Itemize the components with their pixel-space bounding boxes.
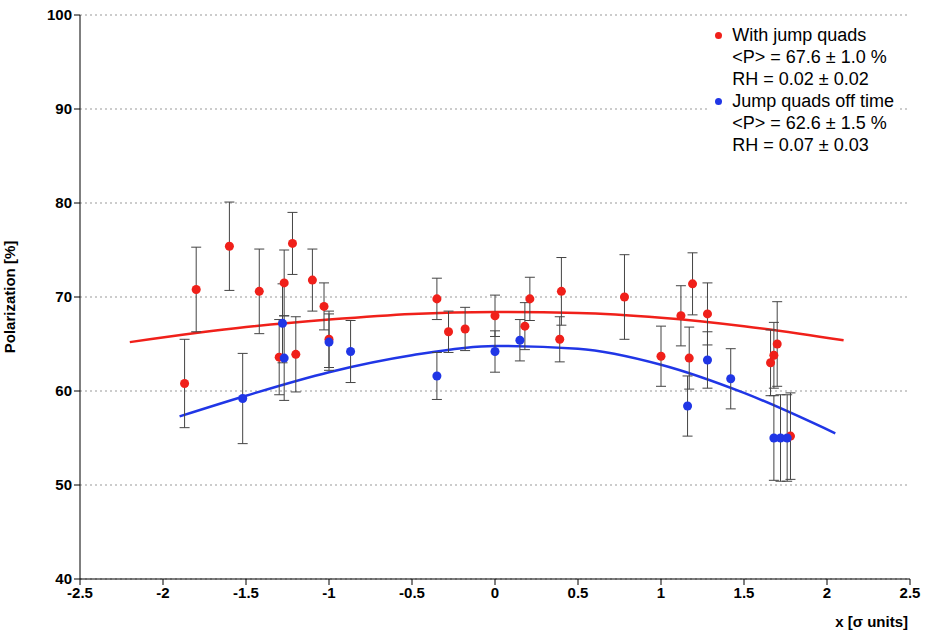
html-text:<P> = 67.6 ± 1.0 %: <P> = 67.6 ± 1.0 % [732, 47, 887, 67]
svg-text:90: 90 [55, 100, 72, 117]
svg-text:1: 1 [657, 584, 665, 601]
svg-text:1.5: 1.5 [734, 584, 755, 601]
svg-text:2: 2 [823, 584, 831, 601]
html-text:Jump quads off time: Jump quads off time [732, 91, 894, 111]
svg-text:-1: -1 [322, 584, 335, 601]
svg-text:-0.5: -0.5 [399, 584, 425, 601]
html-text:<P> = 62.6 ± 1.5 %: <P> = 62.6 ± 1.5 % [732, 113, 887, 133]
svg-text:-2: -2 [156, 584, 169, 601]
svg-text:0.5: 0.5 [568, 584, 589, 601]
svg-text:2.5: 2.5 [900, 584, 921, 601]
svg-text:80: 80 [55, 194, 72, 211]
svg-text:-1.5: -1.5 [233, 584, 259, 601]
svg-text:0: 0 [491, 584, 499, 601]
svg-text:-2.5: -2.5 [67, 583, 93, 601]
svg-text:100: 100 [47, 6, 72, 23]
svg-text:60: 60 [55, 382, 72, 399]
svg-text:Polarization [%]: Polarization [%] [1, 241, 18, 354]
svg-text:40: 40 [55, 570, 72, 587]
svg-text:x [σ units]: x [σ units] [835, 613, 908, 630]
html-text:With jump quads: With jump quads [732, 25, 867, 45]
html-text:RH = 0.07 ± 0.03: RH = 0.07 ± 0.03 [732, 135, 869, 155]
svg-text:50: 50 [55, 476, 72, 493]
svg-text:70: 70 [55, 288, 72, 305]
html-text:RH = 0.02 ± 0.02: RH = 0.02 ± 0.02 [732, 69, 869, 89]
